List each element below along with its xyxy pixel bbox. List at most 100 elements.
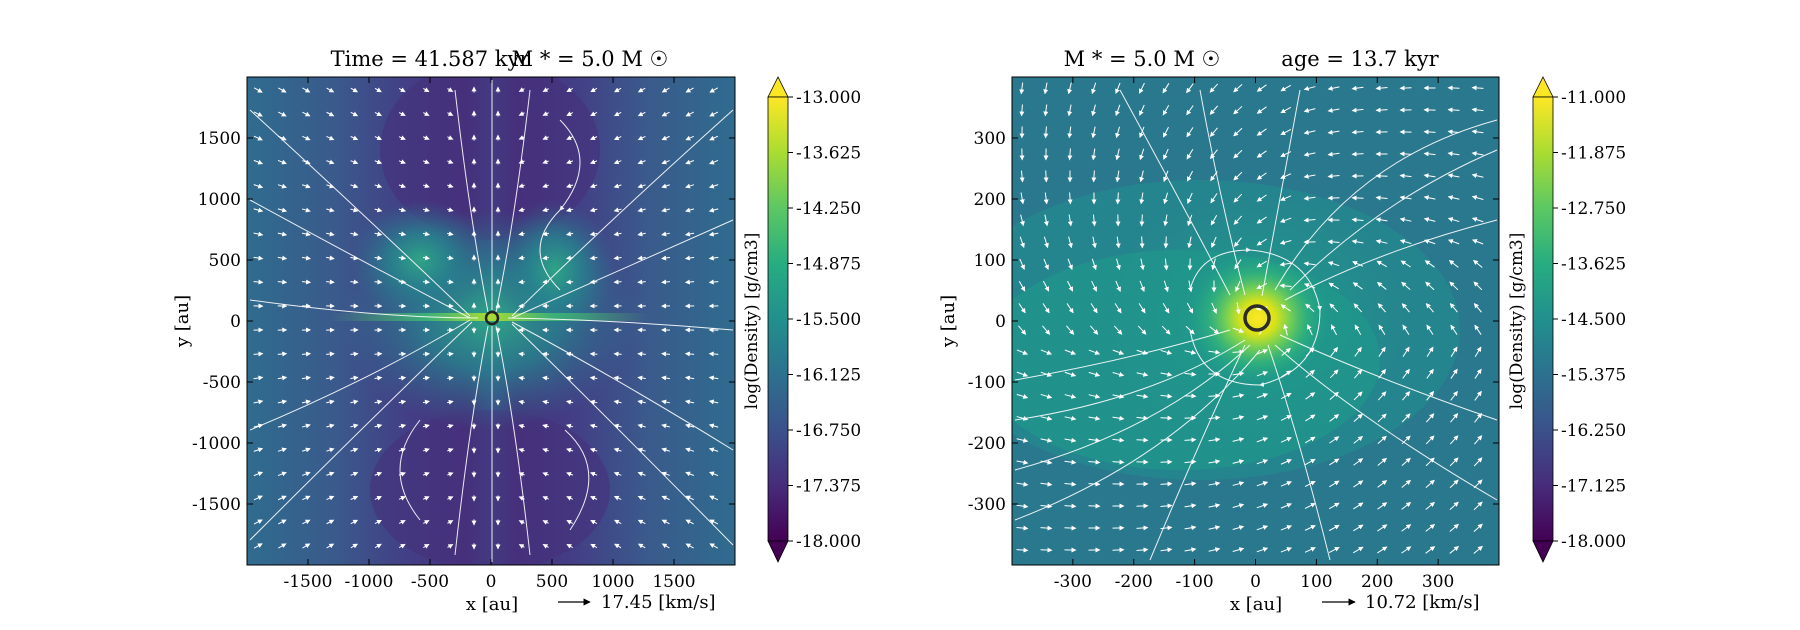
right-y-tick-label: -200 bbox=[968, 434, 1006, 454]
right-velocity-arrow bbox=[1256, 459, 1269, 465]
right-velocity-arrow bbox=[1184, 547, 1197, 553]
left-velocity-arrow bbox=[589, 255, 598, 261]
right-velocity-arrow bbox=[1473, 545, 1483, 554]
right-velocity-arrow bbox=[1304, 436, 1316, 444]
right-velocity-arrow bbox=[1064, 503, 1077, 509]
left-velocity-arrow bbox=[613, 159, 622, 165]
right-velocity-arrow bbox=[1304, 503, 1316, 509]
right-velocity-arrow bbox=[1091, 280, 1097, 292]
left-velocity-arrow bbox=[614, 543, 622, 549]
left-velocity-arrow bbox=[326, 519, 335, 525]
left-velocity-arrow bbox=[253, 183, 264, 189]
left-streamline bbox=[511, 323, 734, 546]
left-velocity-arrow bbox=[277, 351, 288, 357]
left-velocity-arrow bbox=[253, 399, 264, 405]
left-streamline bbox=[249, 299, 479, 319]
left-velocity-arrow bbox=[302, 87, 311, 93]
left-velocity-arrow bbox=[301, 399, 311, 405]
left-colorbar-bar bbox=[767, 96, 789, 542]
right-velocity-arrow bbox=[1115, 82, 1121, 95]
right-velocity-arrow bbox=[1471, 239, 1484, 245]
right-velocity-arrow bbox=[1091, 82, 1097, 95]
right-velocity-arrow bbox=[1064, 371, 1077, 377]
right-velocity-arrow bbox=[1473, 479, 1483, 489]
left-velocity-arrow bbox=[565, 399, 574, 405]
right-velocity-arrow bbox=[1329, 414, 1340, 422]
right-velocity-arrow bbox=[1184, 503, 1197, 509]
left-velocity-arrow bbox=[374, 519, 382, 525]
left-velocity-arrow bbox=[637, 279, 646, 285]
left-velocity-arrow bbox=[302, 495, 311, 501]
left-velocity-arrow bbox=[566, 471, 574, 477]
left-streamline bbox=[249, 321, 473, 541]
right-velocity-arrow bbox=[1471, 107, 1484, 113]
right-velocity-arrow bbox=[1016, 503, 1029, 509]
right-velocity-arrow bbox=[1280, 151, 1292, 157]
right-velocity-arrow bbox=[1114, 303, 1122, 314]
right-velocity-arrow bbox=[1209, 326, 1220, 334]
left-velocity-arrow bbox=[708, 351, 719, 357]
right-velocity-arrow bbox=[1399, 151, 1412, 157]
left-velocity-arrow bbox=[422, 399, 430, 405]
left-velocity-arrow bbox=[613, 231, 622, 237]
right-velocity-arrow bbox=[1115, 104, 1121, 117]
right-velocity-arrow bbox=[1187, 236, 1193, 249]
left-velocity-arrow bbox=[398, 183, 407, 189]
left-colorbar-tick-label: -16.125 bbox=[796, 366, 861, 386]
right-velocity-arrow bbox=[1088, 459, 1101, 465]
left-velocity-arrow bbox=[253, 111, 263, 117]
right-x-tick-label: 100 bbox=[1300, 572, 1332, 592]
left-streamline bbox=[564, 429, 590, 531]
left-velocity-arrow bbox=[350, 423, 359, 429]
right-x-tick-label: -100 bbox=[1176, 572, 1214, 592]
right-velocity-arrow bbox=[1064, 393, 1077, 399]
right-velocity-arrow bbox=[1091, 170, 1097, 183]
right-velocity-arrow bbox=[1040, 503, 1053, 509]
left-velocity-arrow bbox=[253, 231, 264, 237]
right-velocity-arrow bbox=[1351, 107, 1364, 113]
right-velocity-arrow bbox=[1234, 259, 1242, 270]
right-velocity-arrow bbox=[1447, 195, 1460, 201]
left-velocity-arrow bbox=[447, 111, 454, 116]
right-velocity-arrow bbox=[1280, 128, 1292, 136]
right-velocity-arrow bbox=[1019, 192, 1025, 205]
left-velocity-arrow bbox=[422, 423, 430, 429]
right-velocity-arrow bbox=[1139, 192, 1145, 205]
left-velocity-arrow bbox=[326, 399, 335, 405]
right-velocity-arrow bbox=[1377, 435, 1387, 445]
right-velocity-arrow bbox=[1378, 324, 1386, 335]
right-velocity-arrow bbox=[1018, 303, 1026, 314]
left-velocity-arrow bbox=[589, 183, 598, 189]
right-velocity-arrow bbox=[1303, 195, 1316, 201]
right-velocity-arrow bbox=[1256, 84, 1267, 92]
left-velocity-arrow bbox=[589, 375, 598, 381]
left-velocity-arrow bbox=[685, 495, 694, 501]
right-velocity-arrow bbox=[1449, 523, 1459, 532]
right-velocity-arrow bbox=[1163, 148, 1169, 160]
left-velocity-arrow bbox=[637, 471, 646, 477]
left-velocity-arrow bbox=[661, 111, 670, 117]
left-velocity-arrow bbox=[589, 471, 598, 477]
left-velocity-arrow bbox=[661, 423, 670, 429]
left-streamline bbox=[454, 89, 489, 313]
right-velocity-arrow bbox=[1210, 214, 1218, 226]
left-velocity-arrow bbox=[326, 351, 335, 357]
right-velocity-arrow bbox=[1233, 215, 1243, 225]
left-velocity-arrow bbox=[326, 471, 335, 477]
right-velocity-arrow bbox=[1090, 303, 1098, 314]
left-velocity-arrow bbox=[301, 207, 311, 213]
left-velocity-arrow bbox=[326, 207, 335, 213]
right-velocity-arrow bbox=[1186, 127, 1194, 138]
left-velocity-arrow bbox=[566, 135, 574, 140]
left-velocity-arrow bbox=[277, 111, 287, 117]
left-velocity-arrow bbox=[613, 495, 622, 501]
right-velocity-arrow bbox=[1423, 195, 1436, 201]
right-velocity-arrow bbox=[1303, 107, 1316, 113]
left-velocity-arrow bbox=[350, 375, 359, 381]
right-velocity-arrow bbox=[1426, 324, 1434, 335]
left-velocity-arrow bbox=[374, 471, 383, 477]
right-velocity-arrow bbox=[1091, 214, 1097, 227]
right-y-tick-label: -300 bbox=[968, 495, 1006, 515]
right-velocity-arrow bbox=[1351, 239, 1364, 245]
left-velocity-arrow bbox=[398, 375, 407, 381]
